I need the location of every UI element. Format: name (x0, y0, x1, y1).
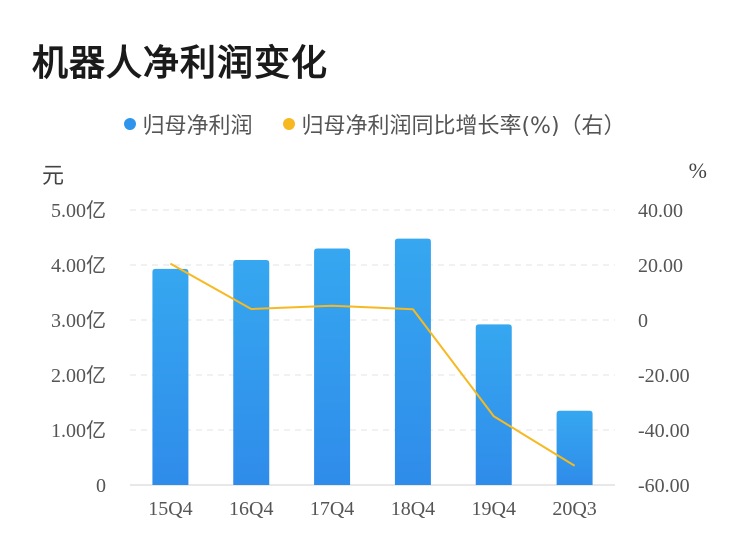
right-axis-unit: % (688, 158, 707, 183)
legend-dot-net-profit (124, 118, 137, 130)
x-tick-label: 17Q4 (310, 498, 354, 520)
x-tick-label: 18Q4 (391, 498, 435, 520)
x-tick-label: 16Q4 (229, 498, 273, 520)
left-tick-label: 1.00亿 (51, 419, 106, 442)
bar-17Q4 (314, 248, 351, 485)
right-tick-label: -60.00 (638, 475, 690, 497)
bar-series (152, 238, 593, 485)
chart-title: 机器人净利润变化 (32, 43, 329, 84)
left-tick-label: 4.00亿 (51, 254, 106, 277)
grid-lines (130, 209, 615, 486)
growth-rate-line (169, 262, 576, 467)
left-tick-label: 2.00亿 (51, 364, 106, 387)
left-tick-label: 5.00亿 (51, 199, 106, 222)
bar-16Q4 (233, 260, 270, 485)
right-tick-label: 0 (638, 310, 648, 332)
left-axis-unit: 元 (42, 164, 65, 189)
bar-20Q3 (556, 410, 593, 485)
x-tick-label: 19Q4 (472, 498, 516, 520)
legend-label-growth-rate: 归母净利润同比增长率(%)（右） (301, 114, 626, 139)
bar-19Q4 (475, 324, 512, 485)
right-tick-label: 40.00 (638, 200, 683, 222)
x-tick-label: 15Q4 (148, 498, 192, 520)
legend-label-net-profit: 归母净利润 (142, 114, 253, 139)
left-tick-label: 0 (96, 475, 106, 497)
bar-15Q4 (152, 268, 189, 485)
axis-labels: 0 -60.00 1.00亿 -40.00 2.00亿 -20.00 3.00亿 0 4.00亿… (51, 199, 690, 520)
bar-18Q4 (394, 238, 431, 485)
right-tick-label: 20.00 (638, 255, 683, 277)
chart-legend: 归母净利润 归母净利润同比增长率(%)（右） (0, 108, 750, 140)
left-tick-label: 3.00亿 (51, 309, 106, 332)
right-tick-label: -40.00 (638, 420, 690, 442)
right-tick-label: -20.00 (638, 365, 690, 387)
legend-item-net-profit: 归母净利润 (124, 108, 252, 140)
legend-dot-growth-rate (283, 118, 296, 130)
line-series (169, 262, 576, 467)
legend-item-growth-rate: 归母净利润同比增长率(%)（右） (283, 108, 626, 140)
x-tick-label: 20Q3 (552, 498, 596, 520)
